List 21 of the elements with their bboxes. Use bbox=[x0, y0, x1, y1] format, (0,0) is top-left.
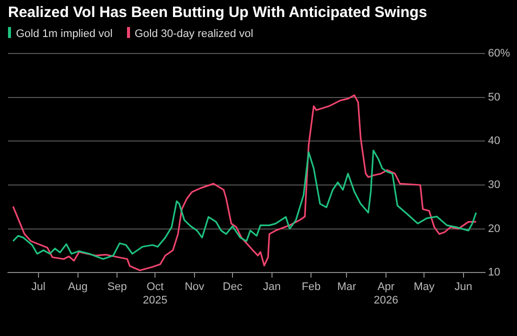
legend-label: Gold 30-day realized vol bbox=[134, 27, 254, 40]
y-tick-label: 10 bbox=[488, 266, 500, 279]
legend-label: Gold 1m implied vol bbox=[15, 27, 113, 40]
x-tick-label: Sep bbox=[107, 281, 127, 294]
y-tick-label: 20 bbox=[488, 222, 500, 235]
x-tick-label: Dec bbox=[222, 281, 243, 294]
x-tick-label: Nov bbox=[184, 281, 205, 294]
y-tick-label: 40 bbox=[488, 135, 500, 148]
y-tick-label: 60% bbox=[488, 48, 510, 60]
x-tick-label: Apr 2026 bbox=[374, 281, 398, 306]
y-tick-label: 30 bbox=[488, 179, 500, 192]
x-tick-label: Jun bbox=[454, 281, 472, 294]
y-tick-label: 50 bbox=[488, 91, 500, 104]
x-tick-label: Mar bbox=[337, 281, 357, 294]
x-tick-label: Aug bbox=[68, 281, 88, 294]
x-tick-label: May bbox=[414, 281, 435, 294]
x-tick-label: Oct 2025 bbox=[142, 281, 168, 306]
chart-title: Realized Vol Has Been Butting Up With Anticipated Swings bbox=[8, 4, 428, 21]
x-tick-label: Feb bbox=[302, 281, 321, 294]
x-tick-label: Jan bbox=[262, 281, 281, 294]
x-tick-label: Jul bbox=[31, 281, 46, 294]
